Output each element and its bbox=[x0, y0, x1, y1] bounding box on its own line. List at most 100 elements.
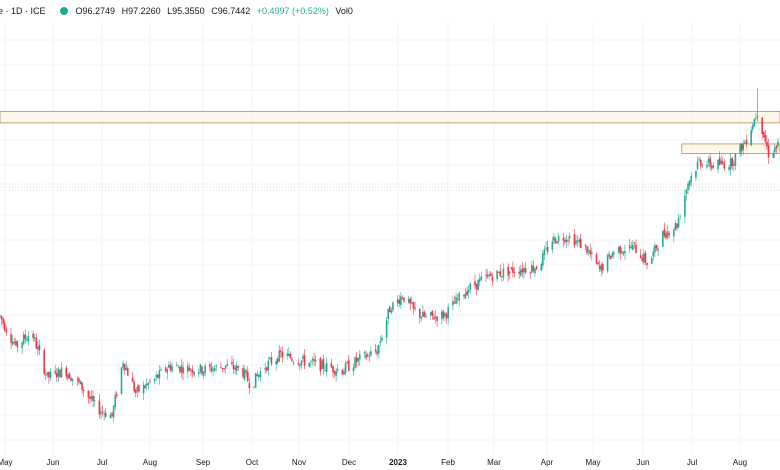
candle-body bbox=[265, 367, 268, 371]
ohlc-values: O96.2749 H97.2260 L95.3550 C96.7442 +0.4… bbox=[76, 6, 357, 16]
candle-body bbox=[543, 249, 546, 255]
candle-body bbox=[11, 341, 14, 345]
candle-body bbox=[545, 247, 547, 249]
candle-body bbox=[665, 233, 667, 239]
candle-body bbox=[602, 263, 604, 271]
candle-body bbox=[739, 144, 741, 153]
candle-body bbox=[71, 378, 74, 381]
candle-body bbox=[287, 353, 290, 356]
candle-body bbox=[414, 307, 416, 309]
candle-body bbox=[366, 354, 369, 357]
candle-body bbox=[224, 365, 227, 369]
candle-body bbox=[308, 362, 311, 367]
candle-body bbox=[392, 302, 394, 311]
candle-body bbox=[723, 163, 726, 169]
candle-body bbox=[267, 360, 270, 371]
candle-body bbox=[363, 351, 366, 354]
candle-body bbox=[243, 369, 246, 380]
candle-body bbox=[13, 341, 16, 344]
candle-body bbox=[710, 165, 713, 169]
candle-body bbox=[688, 180, 691, 186]
candle-body bbox=[254, 373, 257, 388]
candle-body bbox=[496, 270, 498, 279]
candle-body bbox=[131, 377, 134, 383]
candle-body bbox=[464, 293, 467, 299]
candle-body bbox=[540, 264, 543, 271]
candle-body bbox=[453, 302, 456, 304]
candle-body bbox=[745, 140, 748, 144]
candle-body bbox=[235, 365, 238, 371]
candle-body bbox=[564, 239, 566, 243]
candle-body bbox=[259, 371, 262, 378]
candle-body bbox=[622, 251, 625, 255]
candle-body bbox=[388, 306, 391, 313]
candle-body bbox=[155, 375, 158, 378]
candle-body bbox=[59, 370, 61, 378]
candle-body bbox=[422, 311, 424, 317]
candle-body bbox=[666, 231, 669, 238]
candle-body bbox=[519, 270, 522, 276]
candle-body bbox=[674, 222, 677, 230]
candle-body bbox=[679, 216, 681, 218]
candle-body bbox=[655, 245, 658, 249]
candle-body bbox=[643, 253, 645, 263]
candle-body bbox=[27, 335, 30, 342]
candle-body bbox=[333, 371, 336, 375]
candle-body bbox=[311, 359, 314, 361]
candle-body bbox=[436, 316, 438, 321]
candle-body bbox=[166, 369, 169, 373]
candle-body bbox=[553, 236, 555, 241]
candle-body bbox=[138, 385, 140, 392]
candle-body bbox=[276, 358, 279, 363]
candle-body bbox=[193, 371, 195, 376]
candle-body bbox=[512, 267, 514, 273]
x-tick-label: Mar bbox=[487, 458, 501, 467]
x-tick-label: Aug bbox=[142, 458, 158, 467]
candle-body bbox=[188, 367, 191, 371]
candle-body bbox=[332, 366, 334, 373]
candle-body bbox=[56, 372, 58, 378]
candle-body bbox=[624, 250, 626, 254]
candle-body bbox=[423, 312, 426, 317]
candle-body bbox=[157, 374, 159, 378]
candle-body bbox=[774, 147, 776, 153]
symbol-title[interactable]: le · 1D · ICE bbox=[0, 6, 46, 16]
candle-body bbox=[390, 310, 393, 313]
candle-body bbox=[256, 374, 259, 376]
x-tick-label: Jun bbox=[46, 458, 60, 467]
candle-body bbox=[661, 231, 664, 247]
candle-body bbox=[379, 341, 382, 344]
candle-body bbox=[777, 141, 779, 147]
candle-body bbox=[630, 247, 633, 249]
candle-body bbox=[90, 395, 93, 400]
candle-body bbox=[431, 310, 434, 316]
candle-body bbox=[365, 354, 367, 358]
candle-body bbox=[529, 272, 532, 274]
candle-body bbox=[466, 291, 468, 295]
candle-body bbox=[567, 239, 569, 241]
candle-body bbox=[663, 228, 666, 236]
candle-body bbox=[772, 153, 775, 158]
candle-body bbox=[190, 370, 192, 371]
candle-body bbox=[641, 257, 644, 261]
candle-body bbox=[179, 366, 181, 373]
candle-body bbox=[76, 378, 79, 380]
candle-body bbox=[299, 364, 301, 367]
candle-body bbox=[125, 367, 128, 371]
candle-body bbox=[556, 241, 558, 243]
candle-body bbox=[330, 363, 333, 368]
candle-body bbox=[620, 251, 623, 253]
candle-body bbox=[269, 358, 271, 359]
candle-body bbox=[617, 247, 620, 252]
candle-body bbox=[202, 371, 205, 376]
candle-body bbox=[212, 369, 214, 371]
candle-body bbox=[486, 274, 489, 278]
price-chart[interactable] bbox=[0, 0, 780, 455]
time-axis[interactable]: May Jun Jul Aug Sep Oct Nov Dec 2023 Feb Mar Apr May… bbox=[0, 455, 780, 470]
candle-body bbox=[709, 157, 711, 167]
candle-body bbox=[411, 302, 413, 304]
candle-body bbox=[237, 366, 240, 368]
candle-body bbox=[619, 246, 621, 254]
candle-body bbox=[204, 365, 206, 373]
x-tick-label: Oct bbox=[245, 458, 259, 467]
